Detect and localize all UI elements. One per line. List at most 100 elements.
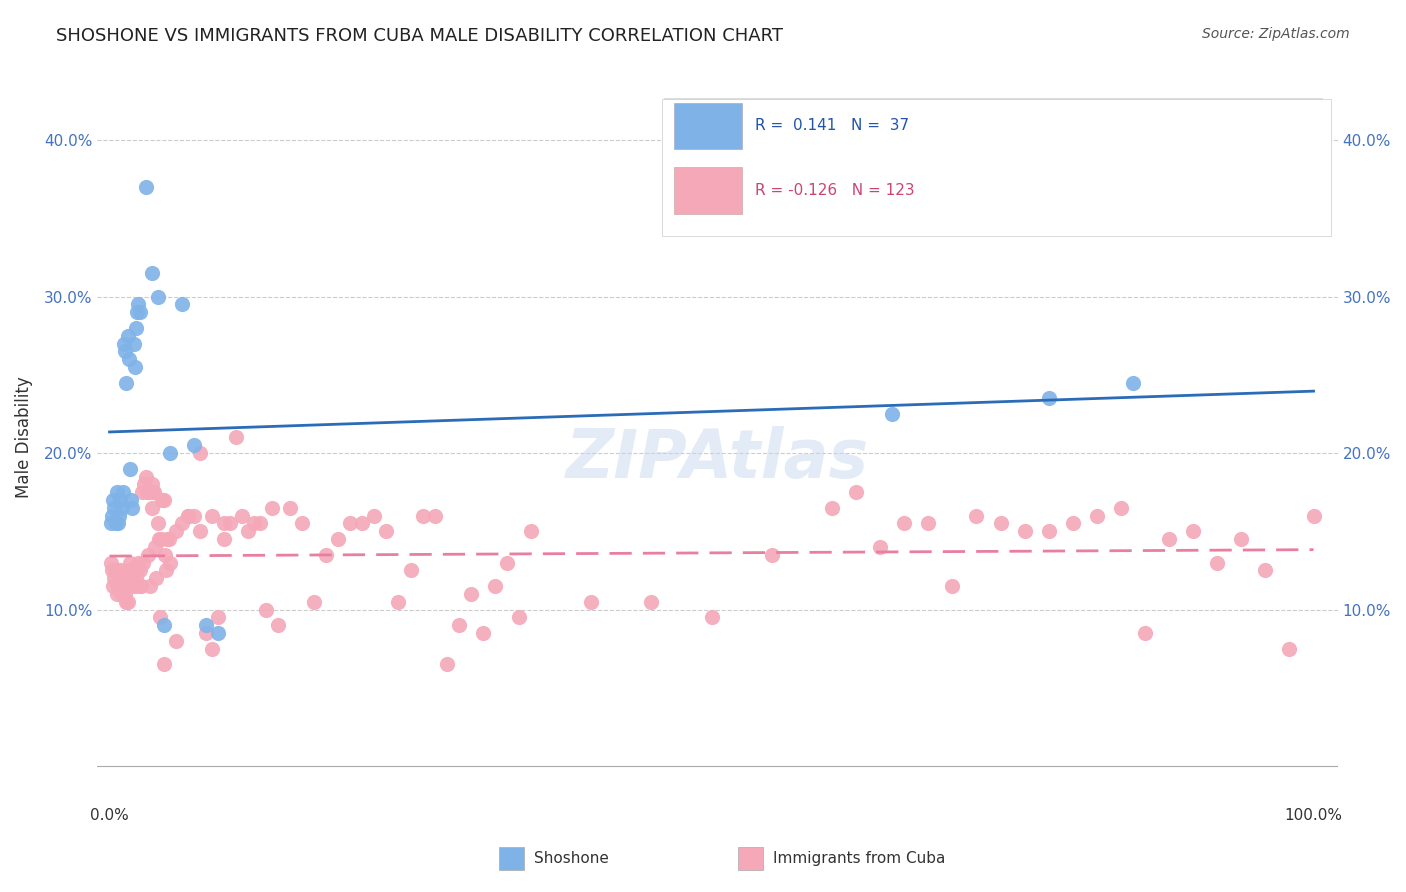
Point [122, 564, 145, 578]
Point [212, 532, 235, 546]
Point [194, 618, 217, 632]
Point [115, 376, 138, 390]
Point [225, 430, 247, 444]
Point [508, 610, 530, 624]
Point [1014, 524, 1036, 539]
Point [103, 500, 125, 515]
Point [315, 548, 337, 562]
Point [128, 579, 150, 593]
Point [108, 571, 131, 585]
Point [387, 595, 409, 609]
Point [112, 336, 135, 351]
Point [135, 180, 157, 194]
Point [145, 571, 167, 585]
Point [236, 524, 259, 539]
Point [1038, 391, 1060, 405]
Point [194, 626, 217, 640]
Point [152, 657, 174, 672]
Point [1230, 532, 1253, 546]
Point [207, 626, 229, 640]
Point [159, 556, 181, 570]
Point [1038, 524, 1060, 539]
Point [146, 289, 169, 303]
Point [1122, 376, 1144, 390]
Point [127, 556, 149, 570]
Point [219, 516, 242, 531]
Text: Source: ZipAtlas.com: Source: ZipAtlas.com [1202, 27, 1350, 41]
Point [110, 564, 132, 578]
Point [640, 595, 662, 609]
Point [121, 571, 143, 585]
Point [110, 587, 132, 601]
Point [112, 579, 135, 593]
Point [104, 516, 127, 531]
Point [107, 579, 129, 593]
Point [129, 579, 152, 593]
Point [1109, 500, 1132, 515]
Point [761, 548, 783, 562]
Point [165, 633, 187, 648]
Point [1133, 626, 1156, 640]
Point [135, 485, 157, 500]
Point [136, 548, 159, 562]
Point [141, 266, 163, 280]
Point [1182, 524, 1205, 539]
Point [110, 500, 132, 515]
Point [118, 564, 141, 578]
Point [146, 516, 169, 531]
Point [821, 500, 844, 515]
Point [115, 595, 138, 609]
Point [249, 516, 271, 531]
Point [103, 571, 125, 585]
Point [495, 556, 517, 570]
Point [114, 587, 136, 601]
Point [120, 493, 142, 508]
Point [118, 352, 141, 367]
Point [412, 508, 434, 523]
Point [152, 618, 174, 632]
Point [110, 493, 132, 508]
Text: Immigrants from Cuba: Immigrants from Cuba [773, 851, 946, 865]
Point [134, 477, 156, 491]
Point [104, 564, 127, 578]
Text: R = -0.126   N = 123: R = -0.126 N = 123 [755, 183, 914, 198]
Point [118, 556, 141, 570]
Point [127, 297, 149, 311]
Point [159, 446, 181, 460]
Point [127, 564, 149, 578]
Point [302, 595, 325, 609]
FancyBboxPatch shape [673, 103, 742, 150]
Point [399, 564, 422, 578]
Point [125, 571, 148, 585]
Point [328, 532, 350, 546]
Point [143, 540, 166, 554]
Point [1085, 508, 1108, 523]
Point [1157, 532, 1180, 546]
Point [141, 500, 163, 515]
Point [471, 626, 494, 640]
Point [700, 610, 723, 624]
Point [1254, 564, 1277, 578]
Point [188, 446, 211, 460]
Point [893, 516, 915, 531]
Point [1302, 508, 1324, 523]
Point [101, 579, 124, 593]
Point [165, 524, 187, 539]
Point [965, 508, 987, 523]
Text: Shoshone: Shoshone [534, 851, 609, 865]
Point [152, 493, 174, 508]
Point [447, 618, 470, 632]
Text: R =  0.141   N =  37: R = 0.141 N = 37 [755, 118, 908, 133]
Point [153, 548, 176, 562]
Point [352, 516, 374, 531]
Point [149, 610, 172, 624]
Point [201, 508, 224, 523]
Point [128, 305, 150, 319]
Point [170, 297, 193, 311]
Point [117, 579, 139, 593]
Point [375, 524, 398, 539]
Point [117, 595, 139, 609]
Point [105, 587, 128, 601]
Point [579, 595, 602, 609]
Point [207, 610, 229, 624]
